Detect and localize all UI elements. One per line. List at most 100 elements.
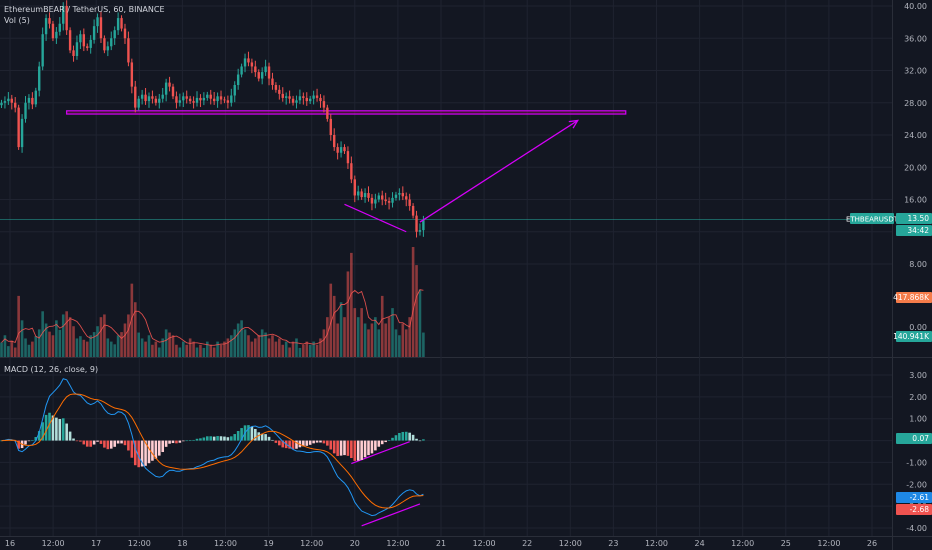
macd-histogram-bar [415, 438, 418, 441]
volume-bar [123, 323, 127, 357]
candle-body [418, 230, 422, 232]
macd-histogram-bar [96, 440, 99, 442]
volume-bar [199, 344, 202, 357]
volume-bar [41, 311, 44, 357]
candle-body [202, 97, 206, 101]
macd-title: MACD (12, 26, close, 9) [4, 365, 99, 374]
signal-line-badge-bg [896, 504, 932, 515]
volume-badge-bg [896, 331, 932, 342]
volume-bar [247, 335, 250, 357]
price-badge: 13.50 [908, 214, 930, 223]
price-tick-label: 16.00 [904, 196, 927, 205]
axes-layer: 16 12:00 17 12:00 18 12:00 19 12:00 20 12:00 21 12:… [5, 2, 927, 548]
signal-line-badge: -2.68 [910, 505, 930, 514]
macd-histogram-bar [178, 440, 182, 443]
volume-ma-badge-bg [896, 292, 932, 303]
volume-tick-label: 0.00 [909, 323, 927, 332]
macd-histogram-bar [209, 436, 213, 441]
macd-histogram-bar [223, 436, 226, 441]
macd-histogram-bar [82, 440, 86, 445]
time-tick-label: 12:00 [731, 539, 754, 548]
volume-bar [82, 339, 86, 357]
volume-bar [370, 323, 374, 357]
macd-histogram-bar [260, 433, 264, 441]
volume-bar [260, 329, 264, 357]
volume-bar [103, 314, 106, 357]
volume-bar [230, 335, 233, 357]
price-tick-label: 24.00 [904, 131, 927, 140]
candle-body [195, 97, 199, 103]
symbol-legend[interactable]: EthereumBEAR / TetherUS, 60, BINANCE [4, 5, 171, 14]
volume-bar [133, 302, 137, 357]
candle-body [408, 199, 411, 206]
macd-histogram-bar [151, 440, 154, 461]
macd-histogram-bar [247, 425, 250, 441]
volume-bar [291, 341, 295, 357]
time-tick-label: 12:00 [214, 539, 237, 548]
macd-histogram-bar [343, 440, 346, 456]
candle-body [391, 197, 394, 203]
candle-body [127, 38, 130, 63]
candle-body [147, 96, 151, 102]
candle-body [336, 147, 339, 153]
candle-body [41, 34, 44, 67]
candle-body [288, 96, 291, 99]
candle-body [158, 98, 161, 103]
volume-bar [7, 346, 10, 357]
candle-body [319, 97, 322, 102]
candle-body [188, 98, 192, 102]
candle-body [34, 90, 37, 105]
annotation-layer [344, 119, 579, 527]
time-tick-label: 12:00 [817, 539, 840, 548]
volume-bar [322, 329, 326, 357]
countdown-badge-bg [896, 225, 932, 236]
volume-bar [233, 329, 237, 357]
candle-body [58, 23, 62, 32]
candle-body [370, 197, 374, 204]
candle-body [161, 94, 164, 99]
macd-histogram-bar [418, 440, 422, 442]
candle-body [219, 96, 223, 100]
macd-histogram-bar [291, 440, 295, 450]
macd-histogram-bar [123, 440, 127, 446]
macd-histogram-bar [127, 440, 130, 451]
volume-bar [278, 338, 281, 357]
volume-bar [216, 341, 219, 357]
time-tick-label: 12:00 [42, 539, 65, 548]
volume-bar [336, 323, 339, 357]
candle-body [257, 72, 260, 79]
macd-histogram-bar [422, 439, 425, 441]
macd-histogram-bar [394, 435, 398, 441]
volume-bar [168, 332, 171, 357]
macd-histogram-bar [147, 440, 151, 464]
time-tick-label: 17 [91, 539, 101, 548]
volume-bar [374, 317, 377, 357]
candle-body [309, 98, 312, 102]
macd-histogram-bar [374, 440, 377, 451]
candle-body [82, 34, 86, 47]
macd-histogram-bar [240, 428, 243, 441]
volume-bar [367, 329, 370, 357]
volume-bar [271, 335, 274, 357]
volume-bar [140, 338, 144, 357]
candle-body [411, 205, 415, 216]
macd-line-badge: -2.61 [910, 493, 930, 502]
candle-body [305, 97, 308, 102]
candle-body [284, 96, 288, 98]
volume-bar [185, 344, 189, 357]
volume-bar [106, 338, 110, 357]
macd-histogram-bar [387, 440, 391, 441]
macd-histogram-bar [219, 436, 223, 441]
volume-bar [10, 340, 14, 357]
time-tick-label: 12:00 [473, 539, 496, 548]
macd-histogram-bar [181, 440, 185, 442]
volume-bar [178, 347, 182, 357]
volume-bar [267, 338, 271, 357]
volume-bar [209, 344, 213, 357]
macd-histogram-bar [31, 440, 34, 441]
candle-body [281, 93, 284, 98]
volume-legend[interactable]: Vol (5) [4, 16, 36, 25]
macd-tick-label: -4.00 [906, 524, 927, 533]
macd-legend[interactable]: MACD (12, 26, close, 9) [4, 365, 104, 374]
